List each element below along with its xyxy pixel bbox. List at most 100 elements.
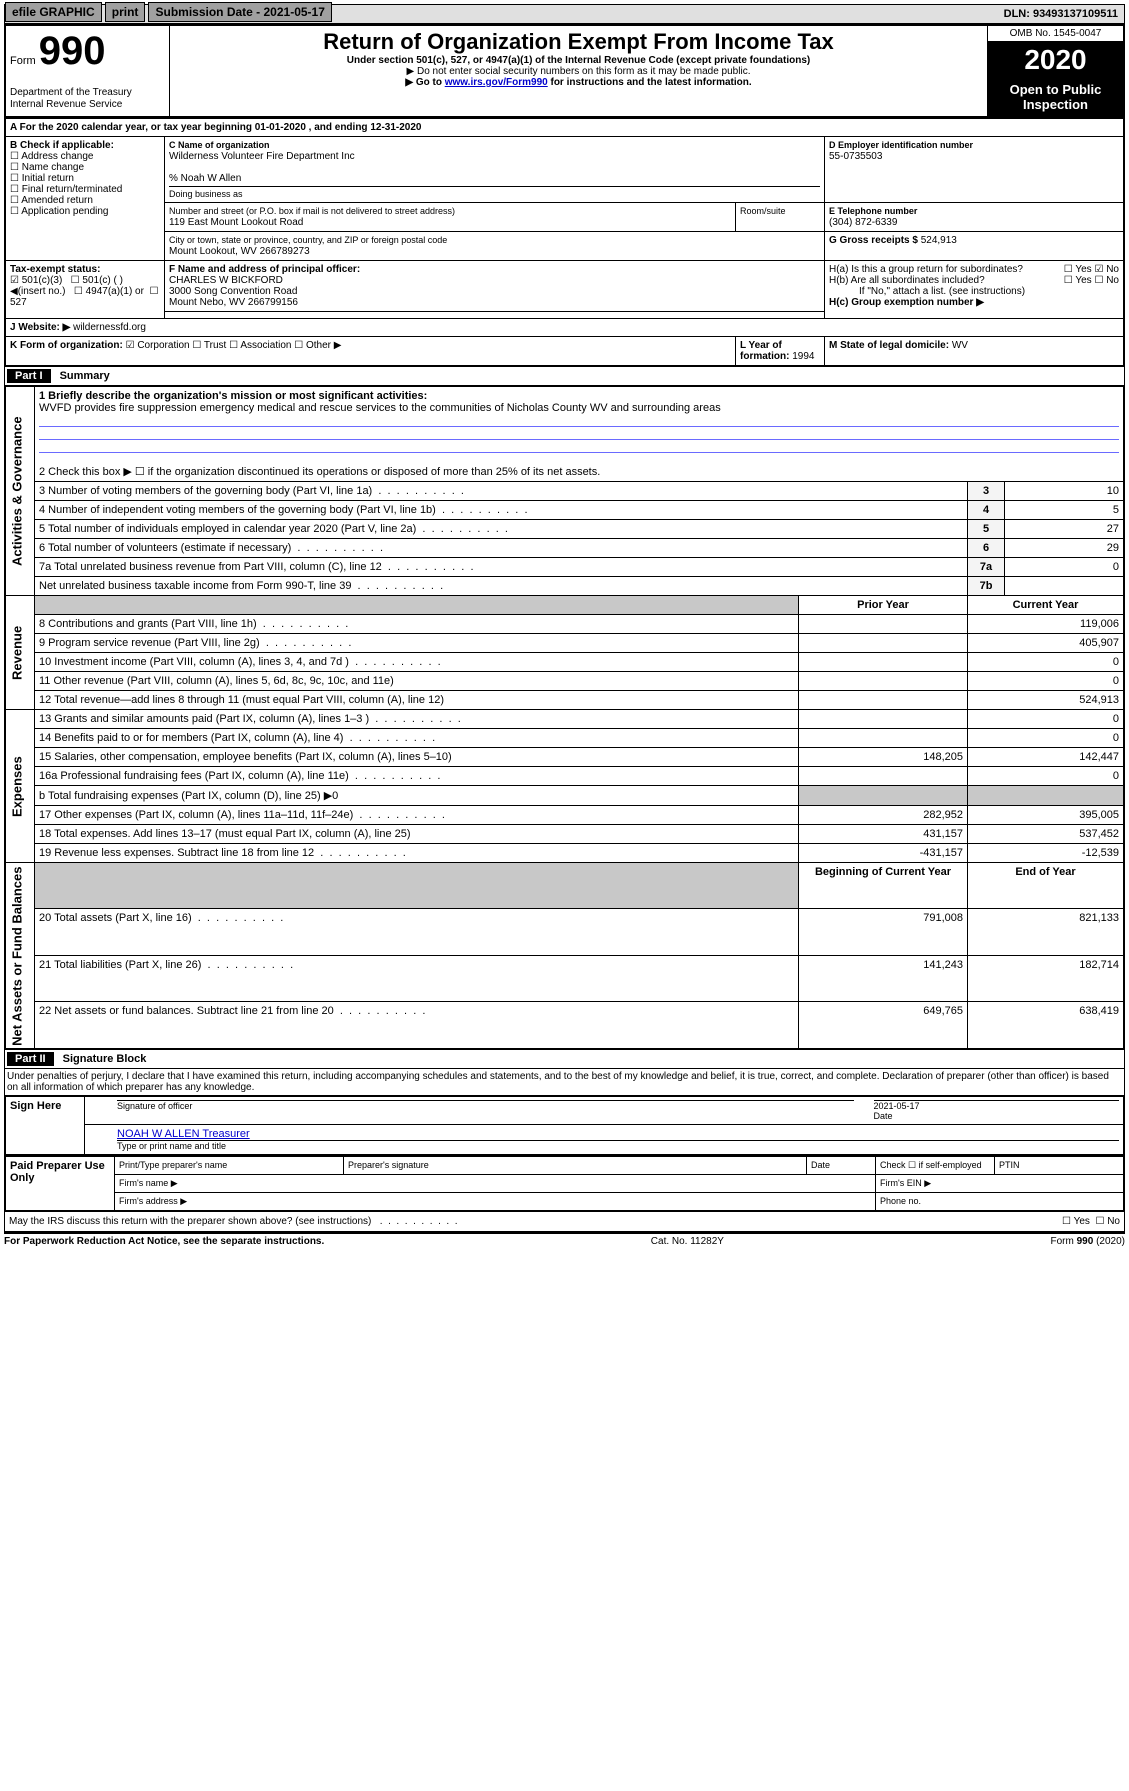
prep-sig-label: Preparer's signature [344,1157,807,1175]
dba-label: Doing business as [169,186,820,199]
vert-governance: Activities & Governance [5,387,35,596]
self-employed-check[interactable]: Check ☐ if self-employed [876,1157,995,1175]
l7b: Net unrelated business taxable income fr… [39,580,351,592]
d-label: D Employer identification number [829,140,973,150]
dln: DLN: 93493137109511 [998,5,1124,23]
name-title-label: Type or print name and title [117,1140,1119,1151]
l15: 15 Salaries, other compensation, employe… [39,751,452,763]
i-4947[interactable]: 4947(a)(1) or [74,286,144,297]
hb-yes[interactable]: Yes [1064,275,1092,286]
officer-name: CHARLES W BICKFORD [169,275,283,286]
discuss-label: May the IRS discuss this return with the… [9,1216,371,1227]
v7a: 0 [1005,558,1125,577]
v7b [1005,577,1125,596]
l8: 8 Contributions and grants (Part VIII, l… [39,618,257,630]
phone-label: Phone no. [876,1193,1125,1212]
print-button[interactable]: print [105,2,146,22]
tax-year: 2020 [988,42,1123,78]
sig-date-label: Date [874,1111,893,1121]
irs-link[interactable]: www.irs.gov/Form990 [445,77,548,88]
vert-revenue: Revenue [5,596,35,710]
l2-label: 2 Check this box ▶ ☐ if the organization… [39,466,600,478]
v16c: 0 [968,767,1125,786]
sig-date-val: 2021-05-17 [874,1101,920,1111]
efile-button[interactable]: efile GRAPHIC [5,2,102,22]
v12c: 524,913 [968,691,1125,710]
i-501c3[interactable]: 501(c)(3) [10,275,62,286]
signer-name[interactable]: NOAH W ALLEN Treasurer [117,1128,250,1140]
v22b: 649,765 [799,1002,968,1050]
e-label: E Telephone number [829,206,917,216]
submission-date: Submission Date - 2021-05-17 [148,2,331,22]
k-corp[interactable]: Corporation [126,340,190,351]
discuss-no[interactable]: No [1095,1216,1120,1227]
l14: 14 Benefits paid to or for members (Part… [39,732,343,744]
v20e: 821,133 [968,909,1125,955]
addr-label: Number and street (or P.O. box if mail i… [169,206,455,216]
l1-label: 1 Briefly describe the organization's mi… [39,390,427,402]
l20: 20 Total assets (Part X, line 16) [39,912,192,924]
col-current: Current Year [968,596,1125,615]
l12: 12 Total revenue—add lines 8 through 11 … [39,694,444,706]
l10: 10 Investment income (Part VIII, column … [39,656,349,668]
v17c: 395,005 [968,806,1125,825]
prep-date-label: Date [807,1157,876,1175]
sig-officer-label: Signature of officer [117,1100,854,1121]
v4: 5 [1005,501,1125,520]
hb-note: If "No," attach a list. (see instruction… [829,286,1025,297]
l19: 19 Revenue less expenses. Subtract line … [39,847,314,859]
v22e: 638,419 [968,1002,1125,1050]
k-assoc[interactable]: Association [229,340,291,351]
k-label: K Form of organization: [10,340,123,351]
col-prior: Prior Year [799,596,968,615]
v18p: 431,157 [799,825,968,844]
ha-no[interactable]: No [1094,264,1119,275]
form-subtitle: Under section 501(c), 527, or 4947(a)(1)… [174,55,983,66]
chk-app-pending[interactable]: Application pending [10,206,109,217]
l21: 21 Total liabilities (Part X, line 26) [39,959,201,971]
vert-expenses: Expenses [5,710,35,863]
discuss-yes[interactable]: Yes [1062,1216,1090,1227]
part1-badge: Part I [7,369,51,383]
chk-initial-return[interactable]: Initial return [10,173,74,184]
ha-yes[interactable]: Yes [1064,264,1092,275]
dept-label: Department of the Treasury Internal Reve… [10,87,132,110]
b-label: B Check if applicable: [10,140,114,151]
gross-receipts: 524,913 [921,235,957,246]
l7a: 7a Total unrelated business revenue from… [39,561,382,573]
k-trust[interactable]: Trust [192,340,226,351]
chk-name-change[interactable]: Name change [10,162,84,173]
cat-no: Cat. No. 11282Y [651,1236,724,1247]
hb-no[interactable]: No [1094,275,1119,286]
k-other[interactable]: Other ▶ [294,340,341,351]
prep-name-label: Print/Type preparer's name [115,1157,344,1175]
hc-label: H(c) Group exemption number ▶ [829,297,984,308]
org-name: Wilderness Volunteer Fire Department Inc [169,151,355,162]
l13: 13 Grants and similar amounts paid (Part… [39,713,369,725]
v19p: -431,157 [799,844,968,863]
sign-here-label: Sign Here [5,1097,85,1156]
l17: 17 Other expenses (Part IX, column (A), … [39,809,353,821]
note-goto: ▶ Go to www.irs.gov/Form990 for instruct… [174,77,983,88]
l16a: 16a Professional fundraising fees (Part … [39,770,349,782]
l1-value: WVFD provides fire suppression emergency… [39,402,721,414]
l4: 4 Number of independent voting members o… [39,504,436,516]
top-bar: efile GRAPHIC print Submission Date - 20… [4,4,1125,24]
m-label: M State of legal domicile: [829,340,949,351]
room-label: Room/suite [740,206,786,216]
v9c: 405,907 [968,634,1125,653]
chk-address-change[interactable]: Address change [10,151,93,162]
perjury-declaration: Under penalties of perjury, I declare th… [4,1069,1125,1096]
v19c: -12,539 [968,844,1125,863]
chk-amended[interactable]: Amended return [10,195,93,206]
chk-final-return[interactable]: Final return/terminated [10,184,122,195]
v21b: 141,243 [799,955,968,1001]
signature-block: Sign Here Signature of officer 2021-05-1… [4,1096,1125,1156]
l22: 22 Net assets or fund balances. Subtract… [39,1005,334,1017]
l9: 9 Program service revenue (Part VIII, li… [39,637,260,649]
j-label: J Website: ▶ [10,322,70,333]
l16b: b Total fundraising expenses (Part IX, c… [39,790,338,802]
form-footer: Form 990 (2020) [1051,1236,1125,1247]
ein: 55-0735503 [829,151,882,162]
v14c: 0 [968,729,1125,748]
